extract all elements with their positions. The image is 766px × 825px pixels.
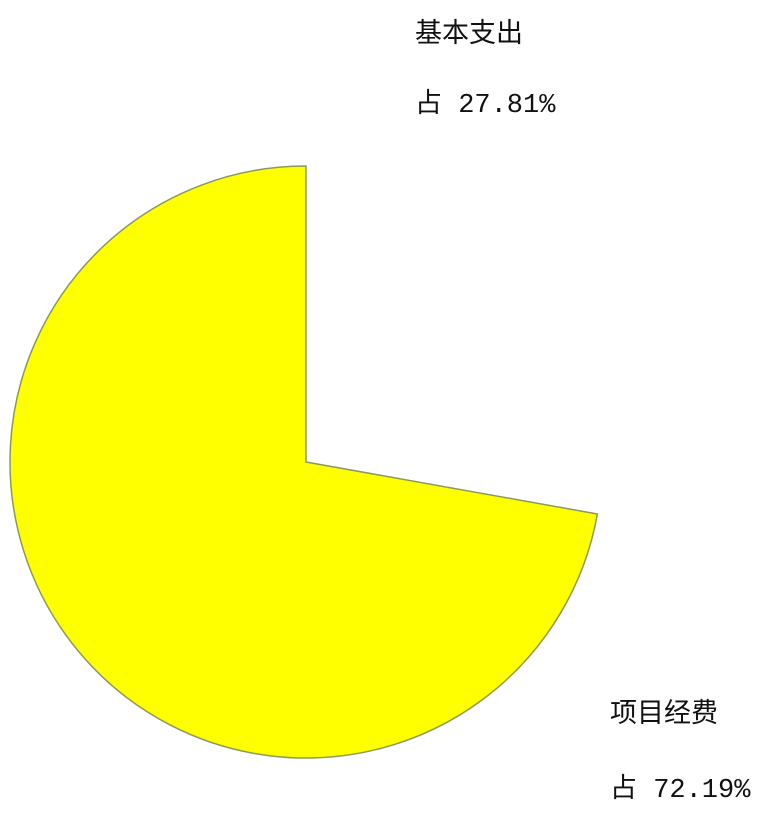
slice-value-label: 占 72.19% xyxy=(610,773,751,806)
pie-slice xyxy=(306,166,602,514)
slice-value-label: 占 27.81% xyxy=(415,88,556,121)
pie-slice xyxy=(9,165,599,759)
slice-label: 基本支出 xyxy=(415,18,523,51)
slice-label: 项目经费 xyxy=(610,698,718,731)
